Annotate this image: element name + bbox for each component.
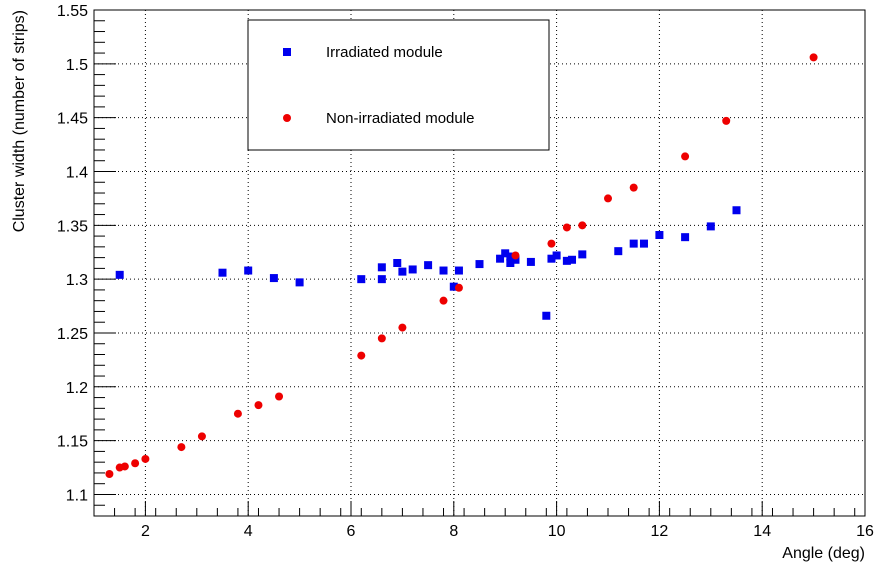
data-point-circle (629, 183, 638, 192)
data-point-square (475, 260, 484, 269)
y-tick-label: 1.55 (57, 3, 88, 20)
data-point-square (732, 206, 741, 215)
plot-frame (93, 9, 866, 517)
data-point-circle (439, 296, 448, 305)
data-point-circle (377, 334, 386, 343)
x-tick-label: 2 (141, 523, 150, 540)
series-non-irradiated (105, 53, 818, 479)
data-point-circle (578, 221, 587, 230)
data-point-square (526, 257, 535, 266)
data-point-square (578, 250, 587, 259)
y-tick-label: 1.35 (57, 218, 88, 235)
series-irradiated (115, 206, 741, 320)
data-point-square (357, 275, 366, 284)
data-point-square (629, 239, 638, 248)
data-point-square (568, 255, 577, 264)
data-point-circle (105, 470, 114, 479)
y-tick-label: 1.2 (66, 380, 88, 397)
data-point-square (511, 255, 520, 264)
y-tick-label: 1.3 (66, 272, 88, 289)
data-point-circle (547, 239, 556, 248)
data-point-circle (233, 409, 242, 418)
data-point-circle (177, 443, 186, 452)
data-point-square (506, 259, 515, 267)
data-point-circle (197, 432, 206, 441)
data-point-circle (131, 459, 140, 468)
data-point-square (408, 265, 417, 274)
data-point-square (547, 254, 556, 263)
data-point-square (449, 282, 458, 291)
data-point-circle (562, 223, 571, 232)
legend-label-irradiated: Irradiated module (326, 44, 443, 61)
y-tick-label: 1.5 (66, 57, 88, 74)
data-point-square (377, 275, 386, 284)
legend-marker-irradiated (283, 48, 291, 56)
y-tick-label: 1.45 (57, 111, 88, 128)
data-point-circle (398, 323, 407, 332)
data-point-square (393, 259, 402, 267)
y-tick-label: 1.25 (57, 326, 88, 343)
legend-box (247, 19, 550, 151)
y-axis-title: Cluster width (number of strips) (11, 10, 28, 232)
data-point-square (269, 274, 278, 283)
data-point-square (244, 266, 253, 275)
legend-label-non-irradiated: Non-irradiated module (326, 110, 474, 127)
data-point-square (681, 233, 690, 242)
x-axis-title: Angle (deg) (782, 545, 865, 562)
data-point-circle (722, 116, 731, 125)
y-tick-label: 1.15 (57, 434, 88, 451)
x-tick-label: 16 (856, 523, 874, 540)
data-point-circle (809, 53, 818, 62)
data-point-circle (120, 462, 129, 471)
x-tick-label: 12 (651, 523, 669, 540)
data-point-square (562, 256, 571, 265)
axis-ticks (93, 9, 866, 517)
data-point-circle (454, 283, 463, 292)
data-point-circle (511, 251, 520, 260)
x-tick-label: 4 (244, 523, 253, 540)
data-point-square (496, 254, 505, 263)
data-point-square (377, 263, 386, 272)
data-point-circle (357, 351, 366, 360)
data-point-square (639, 239, 648, 248)
data-point-square (115, 270, 124, 279)
data-point-square (506, 252, 515, 261)
data-point-square (552, 251, 561, 260)
data-series (105, 53, 818, 479)
data-point-square (501, 249, 510, 258)
data-point-circle (141, 454, 150, 463)
data-point-square (398, 267, 407, 276)
legend-marker-non-irradiated (283, 114, 291, 122)
data-point-square (218, 268, 227, 277)
legend: Irradiated module Non-irradiated module (247, 19, 550, 151)
x-tick-label: 6 (347, 523, 356, 540)
data-point-square (439, 266, 448, 275)
x-tick-label: 10 (548, 523, 566, 540)
y-tick-label: 1.4 (66, 164, 88, 181)
data-point-square (454, 266, 463, 275)
data-point-square (655, 231, 664, 240)
data-point-circle (254, 401, 263, 410)
data-point-circle (681, 152, 690, 161)
tick-labels: 2 4 6 8 10 12 14 16 1.1 1.15 1.2 1.25 1.3 1.35 1.4 1.45… (57, 3, 874, 540)
y-tick-label: 1.1 (66, 487, 88, 504)
data-point-circle (275, 392, 284, 401)
x-tick-label: 14 (753, 523, 771, 540)
data-point-square (614, 247, 623, 256)
x-tick-label: 8 (449, 523, 458, 540)
data-point-circle (604, 194, 612, 203)
data-point-square (542, 311, 551, 320)
data-point-square (295, 278, 304, 287)
data-point-square (424, 261, 433, 270)
data-point-square (706, 222, 715, 231)
